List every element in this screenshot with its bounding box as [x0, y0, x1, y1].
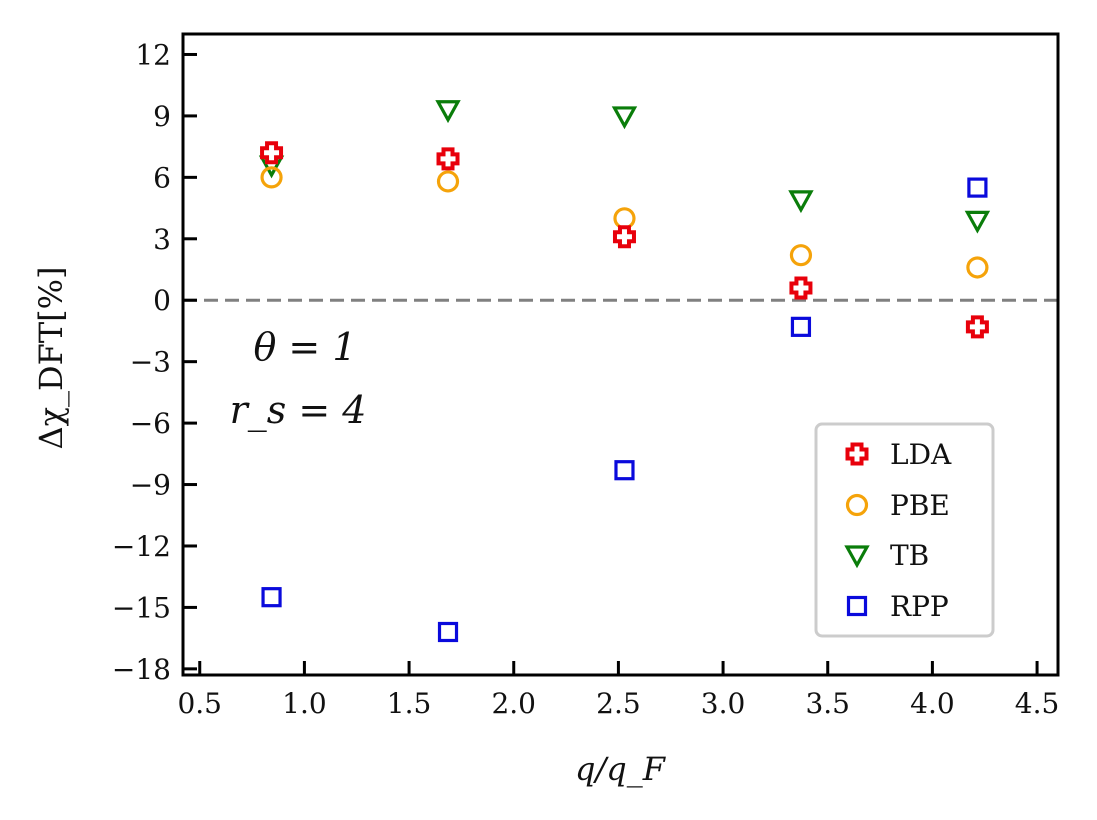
y-tick-label: −15 — [112, 591, 171, 624]
legend: LDA PBE TB RPP — [814, 422, 995, 638]
point-pbe — [966, 256, 989, 279]
point-rpp — [437, 621, 459, 643]
y-tick-label: −12 — [112, 530, 171, 563]
legend-label-pbe: PBE — [890, 489, 950, 522]
point-lda — [612, 225, 636, 249]
point-pbe — [260, 166, 283, 189]
x-tick-label: 0.5 — [177, 687, 222, 720]
point-pbe — [436, 170, 460, 193]
x-tick-label: 2.0 — [491, 687, 536, 720]
annotation-rs: r_s = 4 — [230, 388, 367, 433]
point-lda — [965, 315, 989, 339]
legend-label-tb: TB — [890, 539, 929, 572]
legend-label-lda: LDA — [890, 438, 952, 471]
point-tb — [611, 106, 638, 130]
point-tb — [964, 210, 991, 234]
legend-marker-pbe — [845, 493, 869, 517]
y-tick-label: 6 — [153, 161, 171, 194]
legend-marker-rpp — [846, 595, 868, 617]
point-rpp — [261, 587, 282, 608]
x-tick-label: 3.5 — [805, 687, 850, 720]
axis-ticks: 0.5 1.0 1.5 2.0 2.5 3.0 3.5 4.0 4.5 12 9 6 3 0 −3 −6 −9 −… — [112, 38, 1059, 720]
legend-marker-tb — [844, 545, 870, 569]
y-tick-label: −6 — [130, 407, 171, 440]
point-tb — [435, 100, 461, 124]
legend-label-rpp: RPP — [890, 590, 949, 623]
point-lda — [789, 276, 813, 300]
point-pbe — [789, 244, 813, 267]
point-lda — [260, 141, 284, 165]
legend-marker-lda — [845, 442, 869, 466]
legend-markers — [844, 442, 870, 617]
y-tick-label: 0 — [153, 284, 171, 317]
y-tick-label: −18 — [112, 653, 171, 686]
plot-frame — [181, 32, 1060, 677]
point-rpp — [614, 460, 635, 481]
point-tb — [788, 190, 814, 214]
y-tick-label: −9 — [130, 469, 171, 502]
y-tick-label: −3 — [130, 346, 171, 379]
x-tick-label: 2.5 — [596, 687, 641, 720]
point-rpp — [790, 316, 812, 337]
y-tick-label: 9 — [153, 100, 171, 133]
x-tick-label: 4.0 — [910, 687, 955, 720]
x-tick-label: 3.0 — [701, 687, 746, 720]
x-tick-label: 1.0 — [282, 687, 327, 720]
annotation-theta: θ = 1 — [253, 325, 356, 369]
x-tick-label: 4.5 — [1015, 687, 1060, 720]
legend-box — [814, 422, 995, 638]
point-rpp — [967, 177, 988, 198]
point-lda — [436, 147, 460, 171]
x-axis-label: q/q_F — [575, 750, 667, 788]
y-axis-label: Δχ_DFT[%] — [32, 266, 70, 449]
data-points — [258, 100, 991, 643]
y-tick-label: 3 — [153, 223, 171, 256]
x-tick-label: 1.5 — [387, 687, 432, 720]
y-tick-label: 12 — [135, 38, 171, 71]
